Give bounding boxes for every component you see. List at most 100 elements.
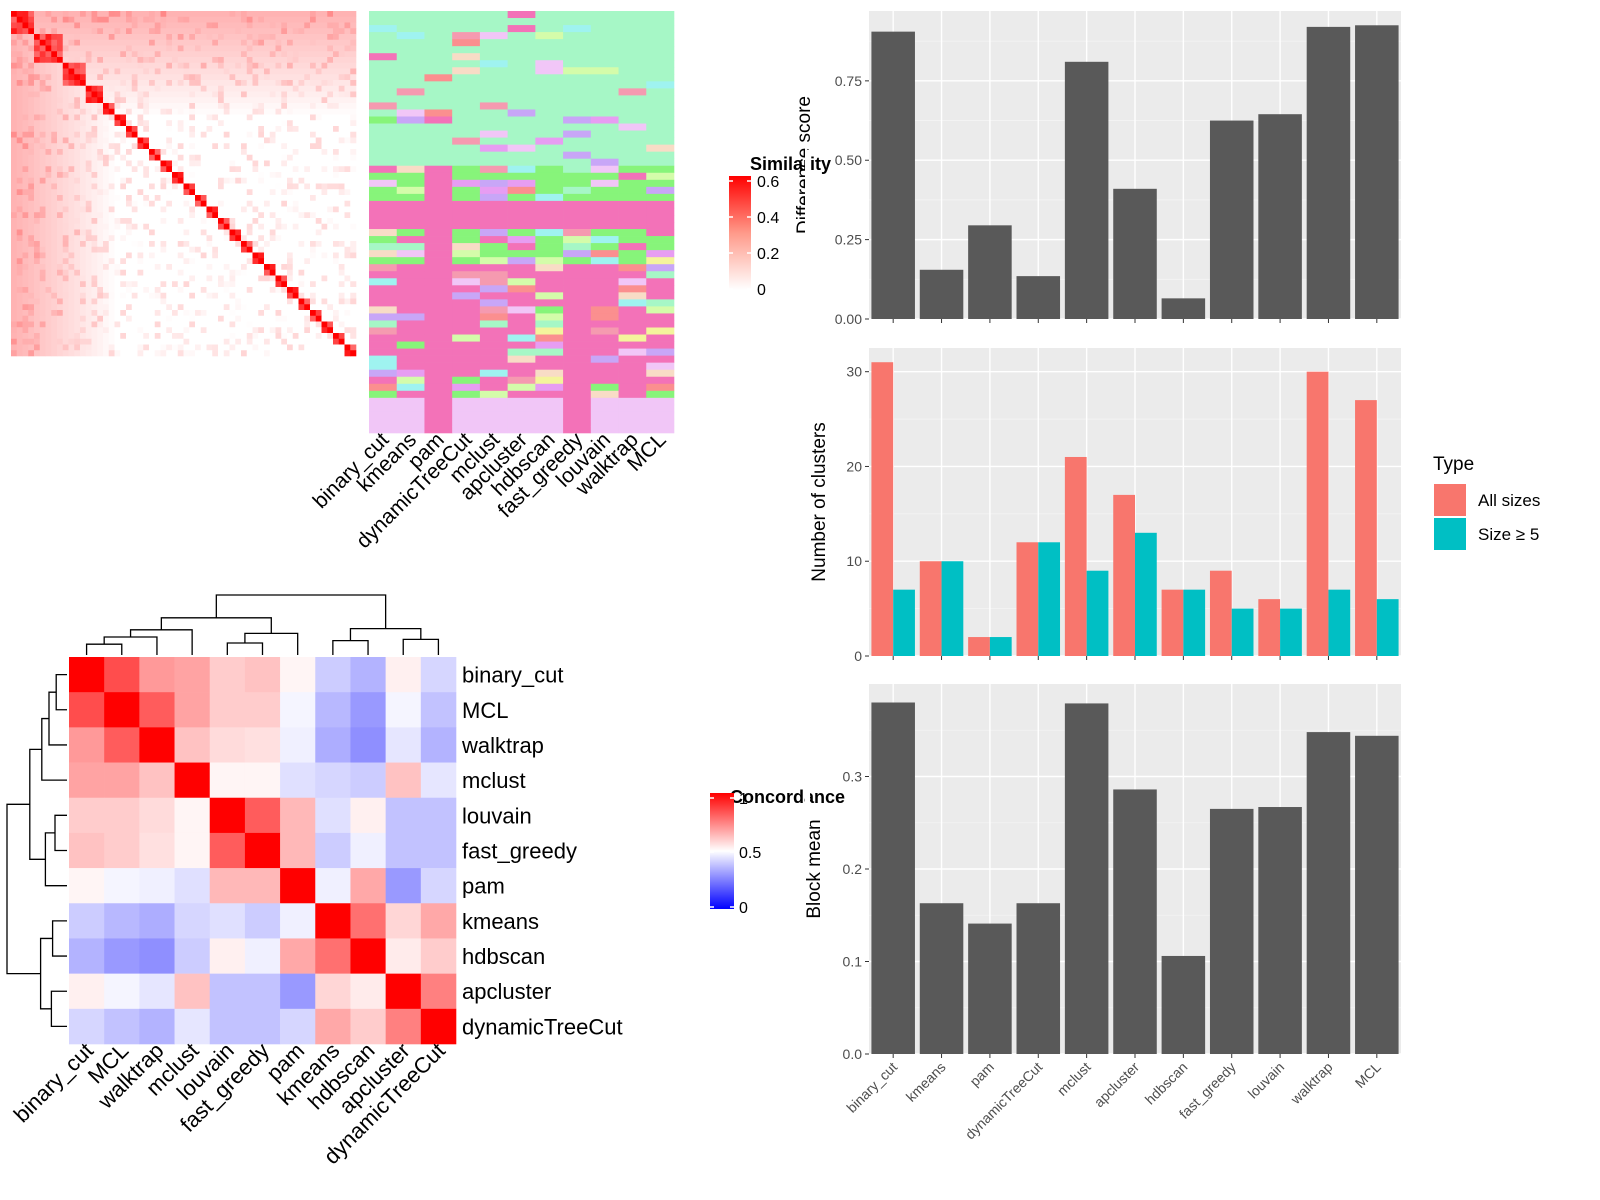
cluster-cell <box>646 306 675 314</box>
x-tick-label: walktrap <box>1287 1059 1336 1108</box>
similarity-cell <box>241 321 248 328</box>
similarity-cell <box>218 143 225 150</box>
similarity-cell <box>39 108 46 115</box>
similarity-cell <box>126 195 133 202</box>
similarity-cell <box>235 258 242 265</box>
similarity-cell <box>91 275 98 282</box>
cluster-cell <box>590 158 619 167</box>
similarity-cell <box>298 97 305 104</box>
similarity-cell <box>108 126 115 133</box>
cluster-cell <box>507 172 536 181</box>
similarity-cell <box>80 57 87 64</box>
similarity-cell <box>252 28 259 35</box>
similarity-cell <box>74 34 81 41</box>
cluster-cell <box>369 236 398 244</box>
cluster-cell <box>563 292 592 300</box>
similarity-cell <box>344 229 351 236</box>
similarity-cell <box>172 177 179 184</box>
similarity-cell <box>177 275 184 282</box>
cluster-cell <box>563 348 592 356</box>
similarity-cell <box>34 350 41 357</box>
similarity-cell <box>68 321 75 328</box>
similarity-cell <box>246 126 253 133</box>
similarity-cell <box>114 154 121 161</box>
similarity-cell <box>269 103 276 110</box>
similarity-cell <box>85 154 92 161</box>
concordance-cell <box>244 938 281 974</box>
similarity-cell <box>275 16 282 23</box>
similarity-cell <box>287 22 294 29</box>
similarity-cell <box>57 34 64 41</box>
similarity-cell <box>45 51 52 58</box>
similarity-cell <box>45 229 52 236</box>
similarity-cell <box>103 126 110 133</box>
similarity-cell <box>28 212 35 219</box>
concordance-cell <box>350 657 386 693</box>
similarity-cell <box>126 57 133 64</box>
cluster-cell <box>507 179 536 188</box>
similarity-cell <box>350 45 357 52</box>
similarity-cell <box>310 252 317 259</box>
similarity-cell <box>172 315 179 322</box>
similarity-cell <box>206 310 213 317</box>
similarity-cell <box>126 269 133 276</box>
similarity-cell <box>131 338 138 345</box>
similarity-cell <box>195 28 202 35</box>
similarity-cell <box>62 137 69 144</box>
similarity-cell <box>218 195 225 202</box>
similarity-cell <box>298 45 305 52</box>
cluster-cell <box>646 200 675 209</box>
cluster-cell <box>479 418 508 427</box>
similarity-cell <box>229 51 236 58</box>
cluster-cell <box>452 102 481 110</box>
similarity-cell <box>149 80 156 87</box>
similarity-cell <box>166 304 173 311</box>
similarity-cell <box>292 235 299 242</box>
similarity-cell <box>264 298 271 305</box>
similarity-cell <box>172 321 179 328</box>
similarity-cell <box>252 304 259 311</box>
cluster-cell <box>563 193 592 202</box>
similarity-cell <box>246 298 253 305</box>
similarity-cell <box>177 68 184 75</box>
similarity-cell <box>22 241 29 248</box>
similarity-cell <box>149 177 156 184</box>
cluster-cell <box>507 348 536 356</box>
similarity-cell <box>114 212 121 219</box>
similarity-cell <box>177 114 184 121</box>
similarity-cell <box>304 310 311 317</box>
bar <box>1209 120 1254 319</box>
similarity-cell <box>298 131 305 138</box>
similarity-cell <box>315 22 322 29</box>
similarity-cell <box>304 68 311 75</box>
cluster-cell <box>479 186 508 195</box>
similarity-cell <box>57 45 64 52</box>
similarity-cell <box>235 252 242 259</box>
similarity-cell <box>258 338 265 345</box>
similarity-cell <box>57 189 64 196</box>
bar <box>1231 608 1254 656</box>
concordance-cell <box>350 762 386 799</box>
concordance-cell <box>385 938 422 974</box>
similarity-cell <box>287 80 294 87</box>
similarity-cell <box>229 246 236 253</box>
cluster-cell <box>396 425 425 434</box>
similarity-cell <box>350 34 357 41</box>
cluster-cell <box>424 102 453 110</box>
similarity-cell <box>11 292 18 299</box>
similarity-cell <box>252 85 259 92</box>
similarity-cell <box>258 310 265 317</box>
similarity-cell <box>235 195 242 202</box>
similarity-cell <box>62 206 69 213</box>
similarity-cell <box>241 223 248 230</box>
similarity-cell <box>327 281 334 288</box>
similarity-cell <box>258 252 265 259</box>
similarity-cell <box>177 108 184 115</box>
similarity-cell <box>333 281 340 288</box>
cluster-cell <box>590 200 619 209</box>
similarity-cell <box>51 246 58 253</box>
similarity-cell <box>252 45 259 52</box>
similarity-cell <box>22 149 29 156</box>
similarity-cell <box>235 321 242 328</box>
similarity-cell <box>258 22 265 29</box>
